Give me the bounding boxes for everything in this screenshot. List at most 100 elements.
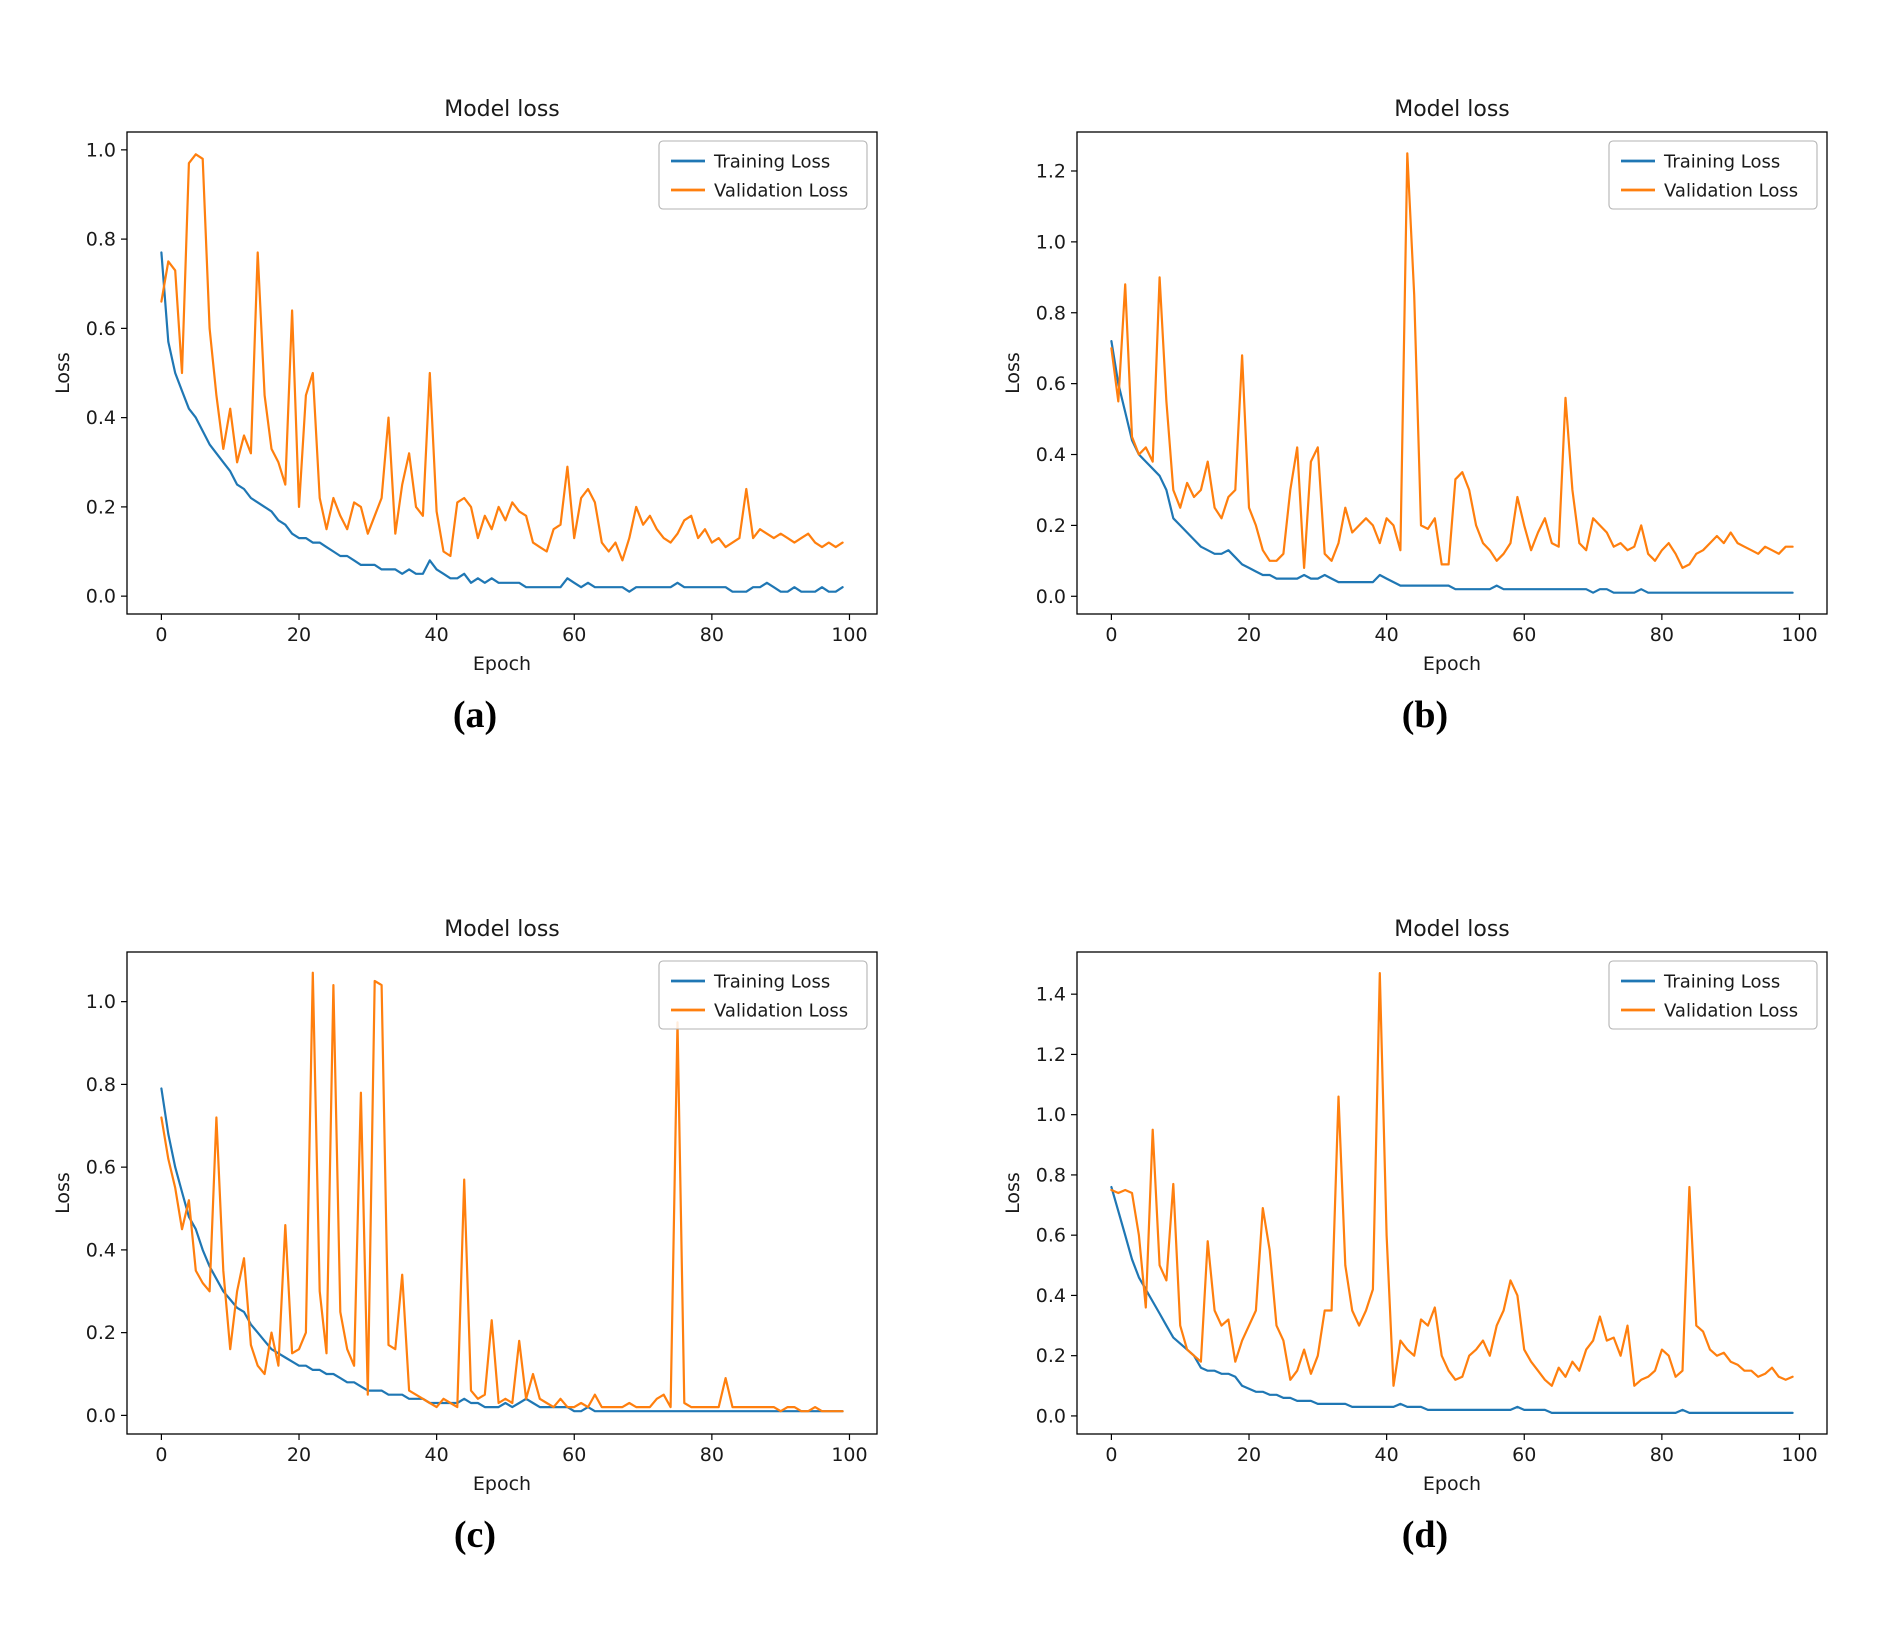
- y-tick-label: 0.8: [86, 229, 116, 251]
- x-tick-label: 60: [562, 1444, 586, 1466]
- legend-box: [1608, 140, 1818, 210]
- validation-loss-line: [1110, 152, 1794, 569]
- chart-title: Model loss: [1394, 97, 1510, 122]
- y-tick-label: 0.8: [1036, 1164, 1066, 1186]
- y-tick-label: 0.0: [1036, 1405, 1066, 1427]
- loss-chart-b: 0 20 40 60 80 100 0.0 0.2 0.4 0.6 0.8 1.0 1.2 Model l…: [995, 86, 1855, 686]
- axes-frame: [1076, 131, 1828, 615]
- x-tick-label: 20: [1237, 624, 1261, 646]
- training-loss-line: [1110, 1185, 1794, 1414]
- legend-label: Training Loss: [713, 972, 830, 993]
- y-tick-label: 0.8: [1036, 302, 1066, 324]
- y-axis-label: Loss: [1002, 1172, 1024, 1214]
- y-tick-label: 0.4: [1036, 444, 1066, 466]
- legend-label: Training Loss: [1663, 152, 1780, 173]
- x-tick-label: 0: [1105, 624, 1117, 646]
- y-tick-label: 0.6: [1036, 1225, 1066, 1247]
- y-tick-label: 1.0: [1036, 231, 1066, 253]
- x-tick-label: 80: [700, 1444, 724, 1466]
- x-tick-label: 80: [1650, 1444, 1674, 1466]
- axes-frame: [126, 951, 878, 1435]
- x-tick-label: 20: [287, 624, 311, 646]
- x-tick-label: 80: [1650, 624, 1674, 646]
- legend-label: Validation Loss: [1664, 181, 1798, 202]
- panel-d: 0 20 40 60 80 100 0.0 0.2 0.4 0.6 0.8 1.0 1.2 1.4 Mode…: [995, 906, 1855, 1554]
- loss-chart-a: 0 20 40 60 80 100 0.0 0.2 0.4 0.6 0.8 1.0 Model loss…: [45, 86, 905, 686]
- loss-chart-c: 0 20 40 60 80 100 0.0 0.2 0.4 0.6 0.8 1.0 Model loss…: [45, 906, 905, 1506]
- chart-title: Model loss: [444, 97, 560, 122]
- x-tick-label: 100: [831, 1444, 867, 1466]
- training-loss-line: [1110, 340, 1794, 594]
- y-tick-label: 0.6: [86, 318, 116, 340]
- validation-loss-line: [160, 971, 844, 1413]
- axes-frame: [126, 131, 878, 615]
- y-tick-label: 0.2: [86, 1322, 116, 1344]
- x-tick-label: 40: [425, 1444, 449, 1466]
- validation-loss-line: [160, 153, 844, 562]
- x-tick-label: 0: [1105, 1444, 1117, 1466]
- y-tick-label: 0.6: [1036, 373, 1066, 395]
- caption-d: (d): [1401, 1514, 1449, 1556]
- y-axis-label: Loss: [52, 1172, 74, 1214]
- legend-label: Training Loss: [713, 152, 830, 173]
- x-tick-label: 100: [1781, 1444, 1817, 1466]
- legend-label: Validation Loss: [714, 181, 848, 202]
- legend-box: [1608, 960, 1818, 1030]
- x-tick-label: 80: [700, 624, 724, 646]
- y-tick-label: 0.0: [86, 1405, 116, 1427]
- y-tick-label: 1.0: [1036, 1104, 1066, 1126]
- x-tick-label: 60: [1512, 1444, 1536, 1466]
- x-tick-label: 20: [287, 1444, 311, 1466]
- training-loss-line: [160, 251, 844, 593]
- y-tick-label: 0.2: [1036, 1345, 1066, 1367]
- y-tick-label: 0.4: [86, 1239, 116, 1261]
- legend-label: Validation Loss: [714, 1001, 848, 1022]
- axes-frame: [1076, 951, 1828, 1435]
- y-tick-label: 0.4: [86, 407, 116, 429]
- y-axis-label: Loss: [1002, 352, 1024, 394]
- x-axis-label: Epoch: [1423, 1473, 1481, 1495]
- legend-box: [658, 960, 868, 1030]
- x-tick-label: 20: [1237, 1444, 1261, 1466]
- y-tick-label: 0.0: [1036, 586, 1066, 608]
- x-tick-label: 0: [155, 1444, 167, 1466]
- y-tick-label: 0.6: [86, 1157, 116, 1179]
- x-tick-label: 60: [1512, 624, 1536, 646]
- y-tick-label: 0.0: [86, 586, 116, 608]
- caption-a: (a): [452, 694, 498, 736]
- y-axis-label: Loss: [52, 352, 74, 394]
- y-tick-label: 1.2: [1036, 160, 1066, 182]
- legend-box: [658, 140, 868, 210]
- y-tick-label: 1.0: [86, 139, 116, 161]
- legend-label: Validation Loss: [1664, 1001, 1798, 1022]
- chart-title: Model loss: [1394, 917, 1510, 942]
- panel-a: 0 20 40 60 80 100 0.0 0.2 0.4 0.6 0.8 1.0 Model loss…: [45, 86, 905, 734]
- caption-b: (b): [1401, 694, 1449, 736]
- loss-chart-svg: 0 20 40 60 80 100 0.0 0.2 0.4 0.6 0.8 1.0 1.2 1.4 Mode…: [995, 906, 1855, 1506]
- panel-c: 0 20 40 60 80 100 0.0 0.2 0.4 0.6 0.8 1.0 Model loss…: [45, 906, 905, 1554]
- x-axis-label: Epoch: [473, 653, 531, 675]
- loss-chart-svg: 0 20 40 60 80 100 0.0 0.2 0.4 0.6 0.8 1.0 1.2 Model l…: [995, 86, 1855, 686]
- caption-c: (c): [453, 1514, 497, 1556]
- y-tick-label: 1.2: [1036, 1044, 1066, 1066]
- x-axis-label: Epoch: [473, 1473, 531, 1495]
- legend-label: Training Loss: [1663, 972, 1780, 993]
- y-tick-label: 1.0: [86, 991, 116, 1013]
- y-tick-label: 0.2: [86, 496, 116, 518]
- y-tick-label: 1.4: [1036, 984, 1066, 1006]
- x-tick-label: 40: [1375, 1444, 1399, 1466]
- loss-chart-svg: 0 20 40 60 80 100 0.0 0.2 0.4 0.6 0.8 1.0 Model loss…: [45, 86, 905, 686]
- x-tick-label: 40: [1375, 624, 1399, 646]
- y-tick-label: 0.8: [86, 1074, 116, 1096]
- validation-loss-line: [1110, 971, 1794, 1387]
- y-tick-label: 0.4: [1036, 1285, 1066, 1307]
- x-tick-label: 100: [1781, 624, 1817, 646]
- x-tick-label: 100: [831, 624, 867, 646]
- x-tick-label: 0: [155, 624, 167, 646]
- x-tick-label: 60: [562, 624, 586, 646]
- panel-b: 0 20 40 60 80 100 0.0 0.2 0.4 0.6 0.8 1.0 1.2 Model l…: [995, 86, 1855, 734]
- loss-chart-d: 0 20 40 60 80 100 0.0 0.2 0.4 0.6 0.8 1.0 1.2 1.4 Mode…: [995, 906, 1855, 1506]
- loss-chart-svg: 0 20 40 60 80 100 0.0 0.2 0.4 0.6 0.8 1.0 Model loss…: [45, 906, 905, 1506]
- x-tick-label: 40: [425, 624, 449, 646]
